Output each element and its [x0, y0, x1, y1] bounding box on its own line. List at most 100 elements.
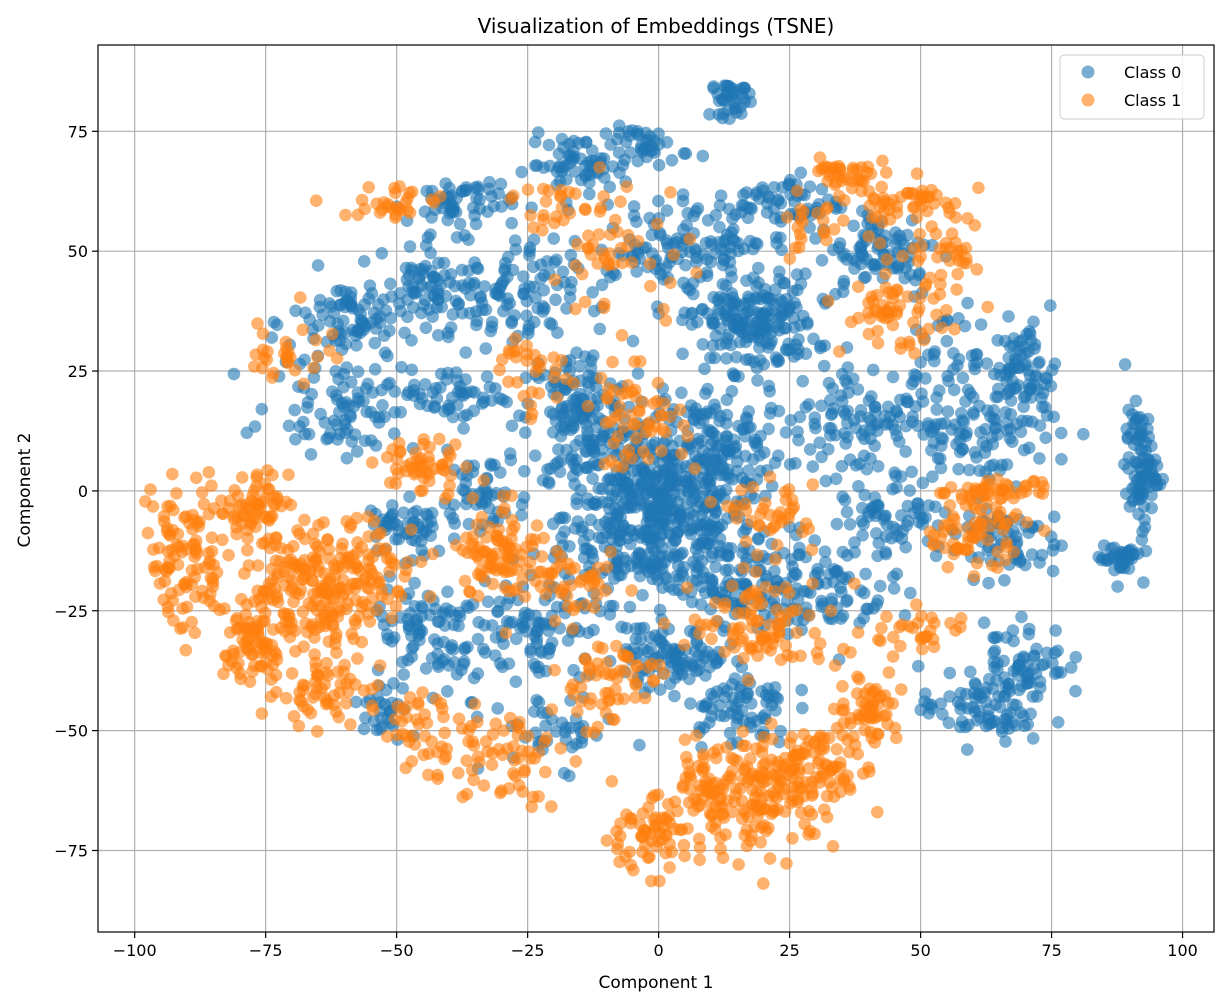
scatter-point — [318, 612, 331, 625]
scatter-point — [1033, 419, 1047, 432]
scatter-point — [329, 365, 343, 378]
scatter-point — [610, 825, 623, 838]
scatter-point — [405, 755, 419, 768]
scatter-point — [437, 710, 450, 724]
scatter-point — [617, 420, 631, 434]
scatter-point — [227, 367, 241, 381]
scatter-point — [887, 570, 900, 584]
scatter-point — [441, 585, 454, 599]
scatter-point — [318, 582, 331, 595]
scatter-point — [720, 228, 734, 242]
scatter-point — [830, 743, 844, 756]
scatter-point — [574, 680, 588, 694]
scatter-point — [144, 483, 157, 496]
scatter-point — [332, 710, 346, 724]
scatter-point — [864, 725, 877, 739]
scatter-point — [189, 590, 202, 603]
scatter-point — [320, 432, 333, 446]
scatter-point — [704, 495, 718, 509]
scatter-point — [729, 296, 743, 309]
scatter-point — [572, 136, 586, 150]
scatter-point — [720, 393, 734, 407]
scatter-point — [322, 543, 336, 556]
scatter-point — [744, 608, 757, 622]
scatter-point — [226, 644, 240, 658]
scatter-point — [1007, 491, 1020, 505]
scatter-point — [235, 471, 249, 484]
scatter-point — [754, 322, 767, 336]
scatter-point — [977, 616, 991, 629]
scatter-point — [676, 188, 690, 201]
scatter-point — [535, 550, 549, 563]
scatter-point — [1069, 684, 1082, 698]
scatter-point — [659, 504, 673, 517]
scatter-point — [851, 747, 864, 761]
scatter-point — [484, 324, 498, 338]
scatter-point — [528, 449, 542, 463]
scatter-point — [772, 624, 786, 637]
scatter-point — [377, 329, 391, 343]
scatter-point — [373, 659, 387, 672]
scatter-point — [684, 697, 697, 710]
scatter-point — [646, 673, 660, 687]
scatter-point — [467, 201, 480, 215]
scatter-point — [474, 291, 487, 305]
scatter-point — [656, 811, 669, 825]
scatter-point — [653, 658, 666, 672]
scatter-point — [929, 500, 942, 514]
scatter-point — [242, 559, 256, 572]
scatter-point — [1028, 338, 1042, 351]
scatter-point — [530, 519, 544, 532]
scatter-point — [370, 723, 384, 737]
scatter-point — [517, 270, 530, 283]
scatter-point — [922, 348, 935, 362]
scatter-point — [170, 487, 183, 500]
scatter-point — [823, 731, 836, 745]
scatter-point — [779, 493, 793, 507]
scatter-point — [964, 387, 977, 400]
scatter-point — [815, 399, 828, 413]
scatter-point — [943, 499, 957, 512]
scatter-point — [549, 293, 562, 307]
scatter-point — [532, 696, 546, 709]
scatter-point — [726, 367, 740, 380]
scatter-point — [378, 346, 392, 360]
scatter-point — [651, 376, 665, 390]
scatter-point — [240, 426, 254, 440]
scatter-point — [821, 294, 835, 308]
scatter-point — [719, 243, 732, 256]
scatter-point — [399, 464, 413, 478]
scatter-point — [785, 604, 799, 618]
scatter-point — [934, 268, 948, 282]
scatter-point — [747, 271, 760, 284]
scatter-point — [681, 822, 694, 835]
scatter-point — [448, 279, 462, 293]
scatter-point — [597, 430, 611, 443]
scatter-point — [875, 621, 888, 635]
scatter-point — [677, 638, 691, 652]
scatter-point — [255, 707, 269, 720]
scatter-point — [880, 610, 893, 623]
scatter-point — [778, 276, 791, 290]
scatter-point — [726, 212, 739, 225]
scatter-point — [835, 395, 849, 408]
scatter-point — [795, 683, 808, 697]
scatter-point — [646, 572, 659, 586]
scatter-point — [444, 321, 458, 334]
scatter-point — [697, 651, 711, 665]
scatter-point — [139, 495, 152, 508]
scatter-point — [435, 458, 449, 472]
scatter-point — [728, 321, 741, 334]
scatter-point — [600, 391, 614, 404]
scatter-point — [723, 255, 737, 269]
scatter-point — [458, 641, 472, 655]
scatter-point — [666, 551, 680, 564]
scatter-point — [954, 720, 967, 734]
scatter-point — [696, 338, 710, 351]
scatter-point — [1044, 379, 1058, 393]
scatter-point — [241, 531, 254, 545]
scatter-point — [859, 567, 872, 581]
scatter-point — [762, 789, 776, 803]
scatter-point — [696, 149, 710, 163]
scatter-point — [910, 167, 924, 180]
